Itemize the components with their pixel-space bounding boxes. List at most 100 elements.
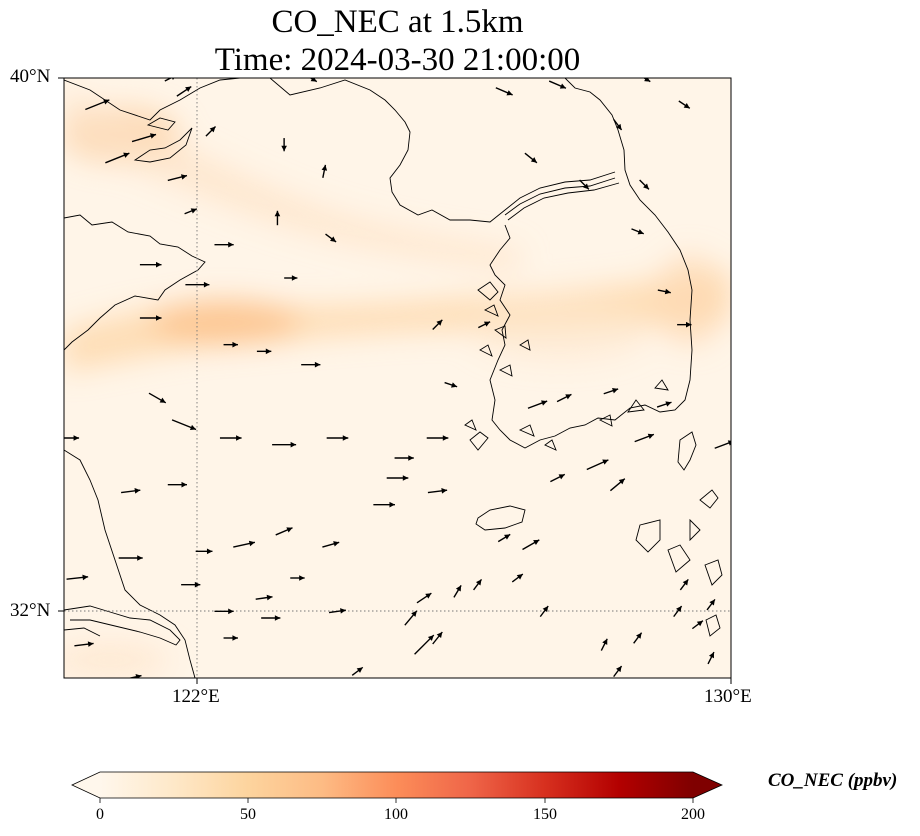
wind-arrow [634,433,655,443]
wind-arrow [322,541,340,548]
wind-arrow [373,501,395,508]
wind-arrow [707,651,715,665]
wind-arrow [66,574,89,581]
wind-arrow [550,473,566,483]
wind-arrow [386,475,409,481]
wind-arrow [524,152,538,164]
axis-ticks [58,77,732,684]
wind-arrow [579,179,590,190]
wind-arrow [284,275,298,281]
wind-arrow [272,441,297,448]
wind-arrow [416,592,432,604]
wind-arrow [656,401,672,408]
wind-arrow [426,435,449,441]
wind-arrow [497,533,511,543]
wind-arrow [164,78,175,82]
wind-arrow [691,620,704,630]
wind-arrow [290,575,305,581]
wind-arrow [427,488,448,494]
wind-arrow [223,341,238,348]
colorbar [71,771,723,803]
lon-label-122e: 122°E [172,686,220,707]
wind-arrow [633,632,643,644]
wind-arrow [613,118,623,131]
lat-label-32n: 32°N [10,600,51,621]
wind-arrow [706,598,716,611]
colorbar-tick-label: 0 [96,806,104,823]
wind-arrow [444,381,458,388]
wind-arrow [678,100,691,109]
wind-arrow [556,393,572,403]
map-frame [63,77,732,679]
colorbar-tick-label: 150 [533,806,557,823]
wind-arrow [477,321,491,329]
wind-arrow [167,174,188,182]
wind-arrow [527,400,548,409]
wind-arrow [184,208,198,215]
wind-arrow [511,573,524,583]
wind-arrow [131,133,157,143]
wind-arrow [603,388,619,395]
wind-arrow [677,321,692,328]
wind-arrow [679,578,689,591]
wind-arrow [105,152,130,164]
wind-arrow [64,435,80,441]
wind-arrow [118,555,143,561]
gridlines [64,78,731,678]
wind-arrow [414,634,435,655]
wind-arrow [657,288,671,295]
wind-vectors [64,78,731,697]
wind-arrow [148,392,167,404]
wind-arrow [214,608,234,615]
wind-arrow [233,540,256,548]
wind-arrow [609,478,626,492]
wind-arrow [301,361,321,368]
coastlines [64,78,723,678]
wind-arrow [321,164,328,178]
wind-arrow [255,594,273,601]
wind-arrow [673,605,683,618]
colorbar-tick-label: 200 [681,806,705,823]
wind-arrow [85,99,110,111]
wind-arrow [181,581,201,588]
wind-arrow [600,638,608,651]
lon-label-130e: 130°E [704,686,752,707]
wind-arrow [205,126,217,137]
wind-arrow [495,87,513,96]
wind-arrow [127,674,142,678]
wind-arrow [326,435,349,441]
colorbar-label: CO_NEC (ppbv) [768,770,898,791]
colorbar-tick-label: 100 [384,806,408,823]
wind-arrow [586,459,609,471]
wind-arrow [404,610,418,626]
wind-arrow [473,578,483,591]
wind-arrow [74,641,94,647]
wind-arrow [613,665,623,678]
wind-arrow [214,241,234,248]
wind-arrow [642,78,651,83]
wind-arrow [539,605,549,618]
wind-arrow [453,584,462,598]
wind-arrow [167,481,187,488]
wind-arrow [139,315,162,321]
wind-arrow [275,527,293,536]
map-title-line1: CO_NEC at 1.5km [271,4,524,40]
colorbar-tick-label: 50 [240,806,256,823]
wind-arrow [661,686,668,697]
wind-arrow [281,138,287,152]
wind-arrow [631,228,645,235]
colorbar-extend-low [72,772,100,798]
wind-arrow [432,631,443,645]
wind-arrow [309,78,318,83]
wind-arrow [274,210,281,226]
wind-arrow [219,435,242,441]
wind-arrow [185,281,210,288]
wind-arrow [639,179,650,190]
wind-arrow [351,666,364,676]
wind-arrow [328,608,346,614]
colorbar-extend-high [693,772,722,798]
wind-arrow [394,455,414,461]
wind-arrow [171,419,197,431]
wind-arrow [176,85,192,97]
